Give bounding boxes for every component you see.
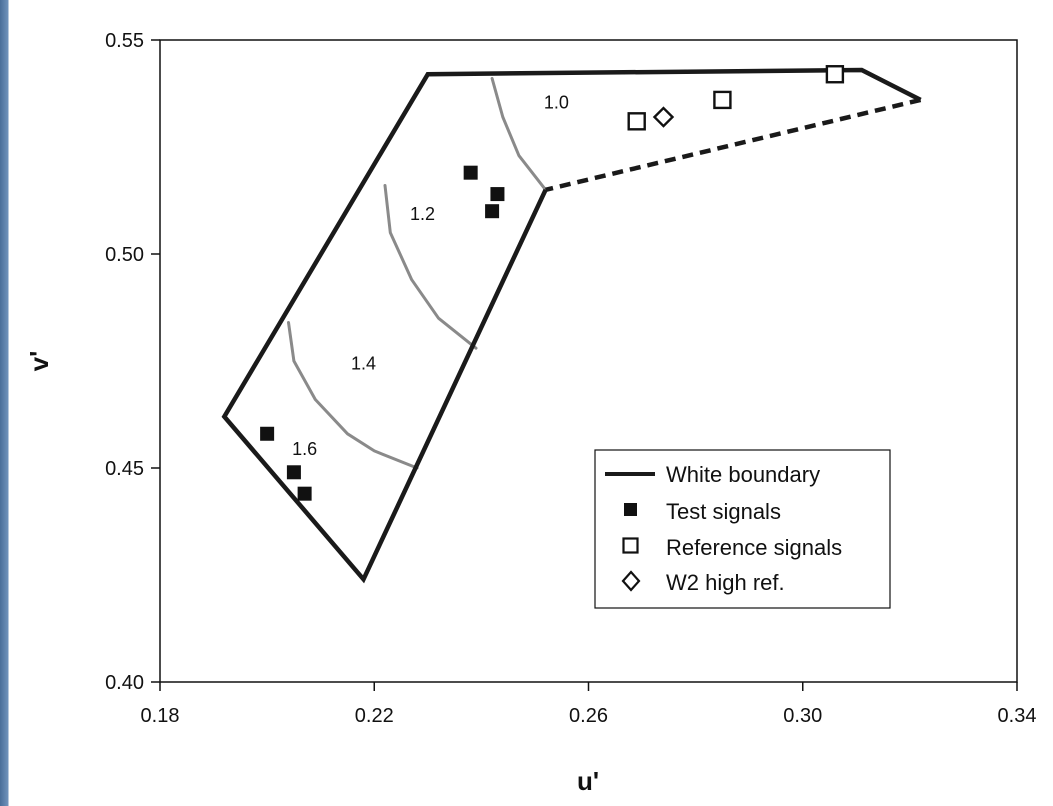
tick-labels: 0.18 0.22 0.26 0.30 0.34 0.40 0.45 0.50 0.55 [105, 30, 1036, 727]
legend-label-white-boundary: White boundary [666, 462, 820, 487]
iso-label: 1.6 [292, 439, 317, 459]
iso-line-1.4 [287, 321, 419, 470]
legend-open-diamond-marker [621, 570, 641, 592]
w2-high-ref-point [652, 106, 675, 128]
white-boundary-dashed [545, 97, 922, 192]
test-signal-point [297, 486, 312, 501]
legend-box [594, 449, 891, 609]
x-axis-title: u' [577, 766, 599, 796]
x-tick-label: 0.34 [998, 705, 1037, 727]
x-tick-label: 0.26 [569, 705, 608, 727]
iso-label: 1.2 [410, 204, 435, 224]
white-boundary-solid [221, 67, 922, 584]
iso-label: 1.4 [351, 354, 376, 374]
test-signal-point [490, 187, 505, 202]
data-points [260, 65, 845, 501]
axis-ticks [151, 39, 1018, 691]
legend-label-test-signals: Test signals [666, 499, 781, 524]
reference-signal-point [713, 90, 732, 110]
x-tick-label: 0.22 [355, 705, 394, 727]
reference-signal-point [825, 65, 845, 84]
legend-open-square-marker [622, 537, 639, 554]
white-boundary [221, 67, 922, 584]
y-tick-label: 0.50 [105, 244, 144, 266]
iso-labels: 1.0 1.2 1.4 1.6 [292, 92, 569, 459]
iso-label: 1.0 [544, 92, 569, 112]
test-signal-point [286, 465, 301, 480]
iso-line-1.0 [490, 77, 548, 192]
y-axis-title: v' [24, 351, 54, 372]
y-tick-label: 0.55 [105, 30, 144, 52]
reference-signal-point [627, 112, 646, 131]
iso-line-1.2 [383, 184, 478, 350]
x-tick-label: 0.30 [783, 705, 822, 727]
iso-lines [287, 77, 548, 470]
legend-label-w2-high-ref: W2 high ref. [666, 570, 785, 595]
x-tick-label: 0.18 [141, 705, 180, 727]
legend: White boundary Test signals Reference si… [594, 449, 891, 609]
test-signal-point [260, 426, 275, 441]
y-tick-label: 0.45 [105, 458, 144, 480]
test-signal-point [463, 165, 478, 180]
test-signal-point [485, 204, 500, 219]
legend-filled-square-marker [624, 503, 637, 516]
legend-label-reference-signals: Reference signals [666, 535, 842, 560]
y-tick-label: 0.40 [105, 672, 144, 694]
